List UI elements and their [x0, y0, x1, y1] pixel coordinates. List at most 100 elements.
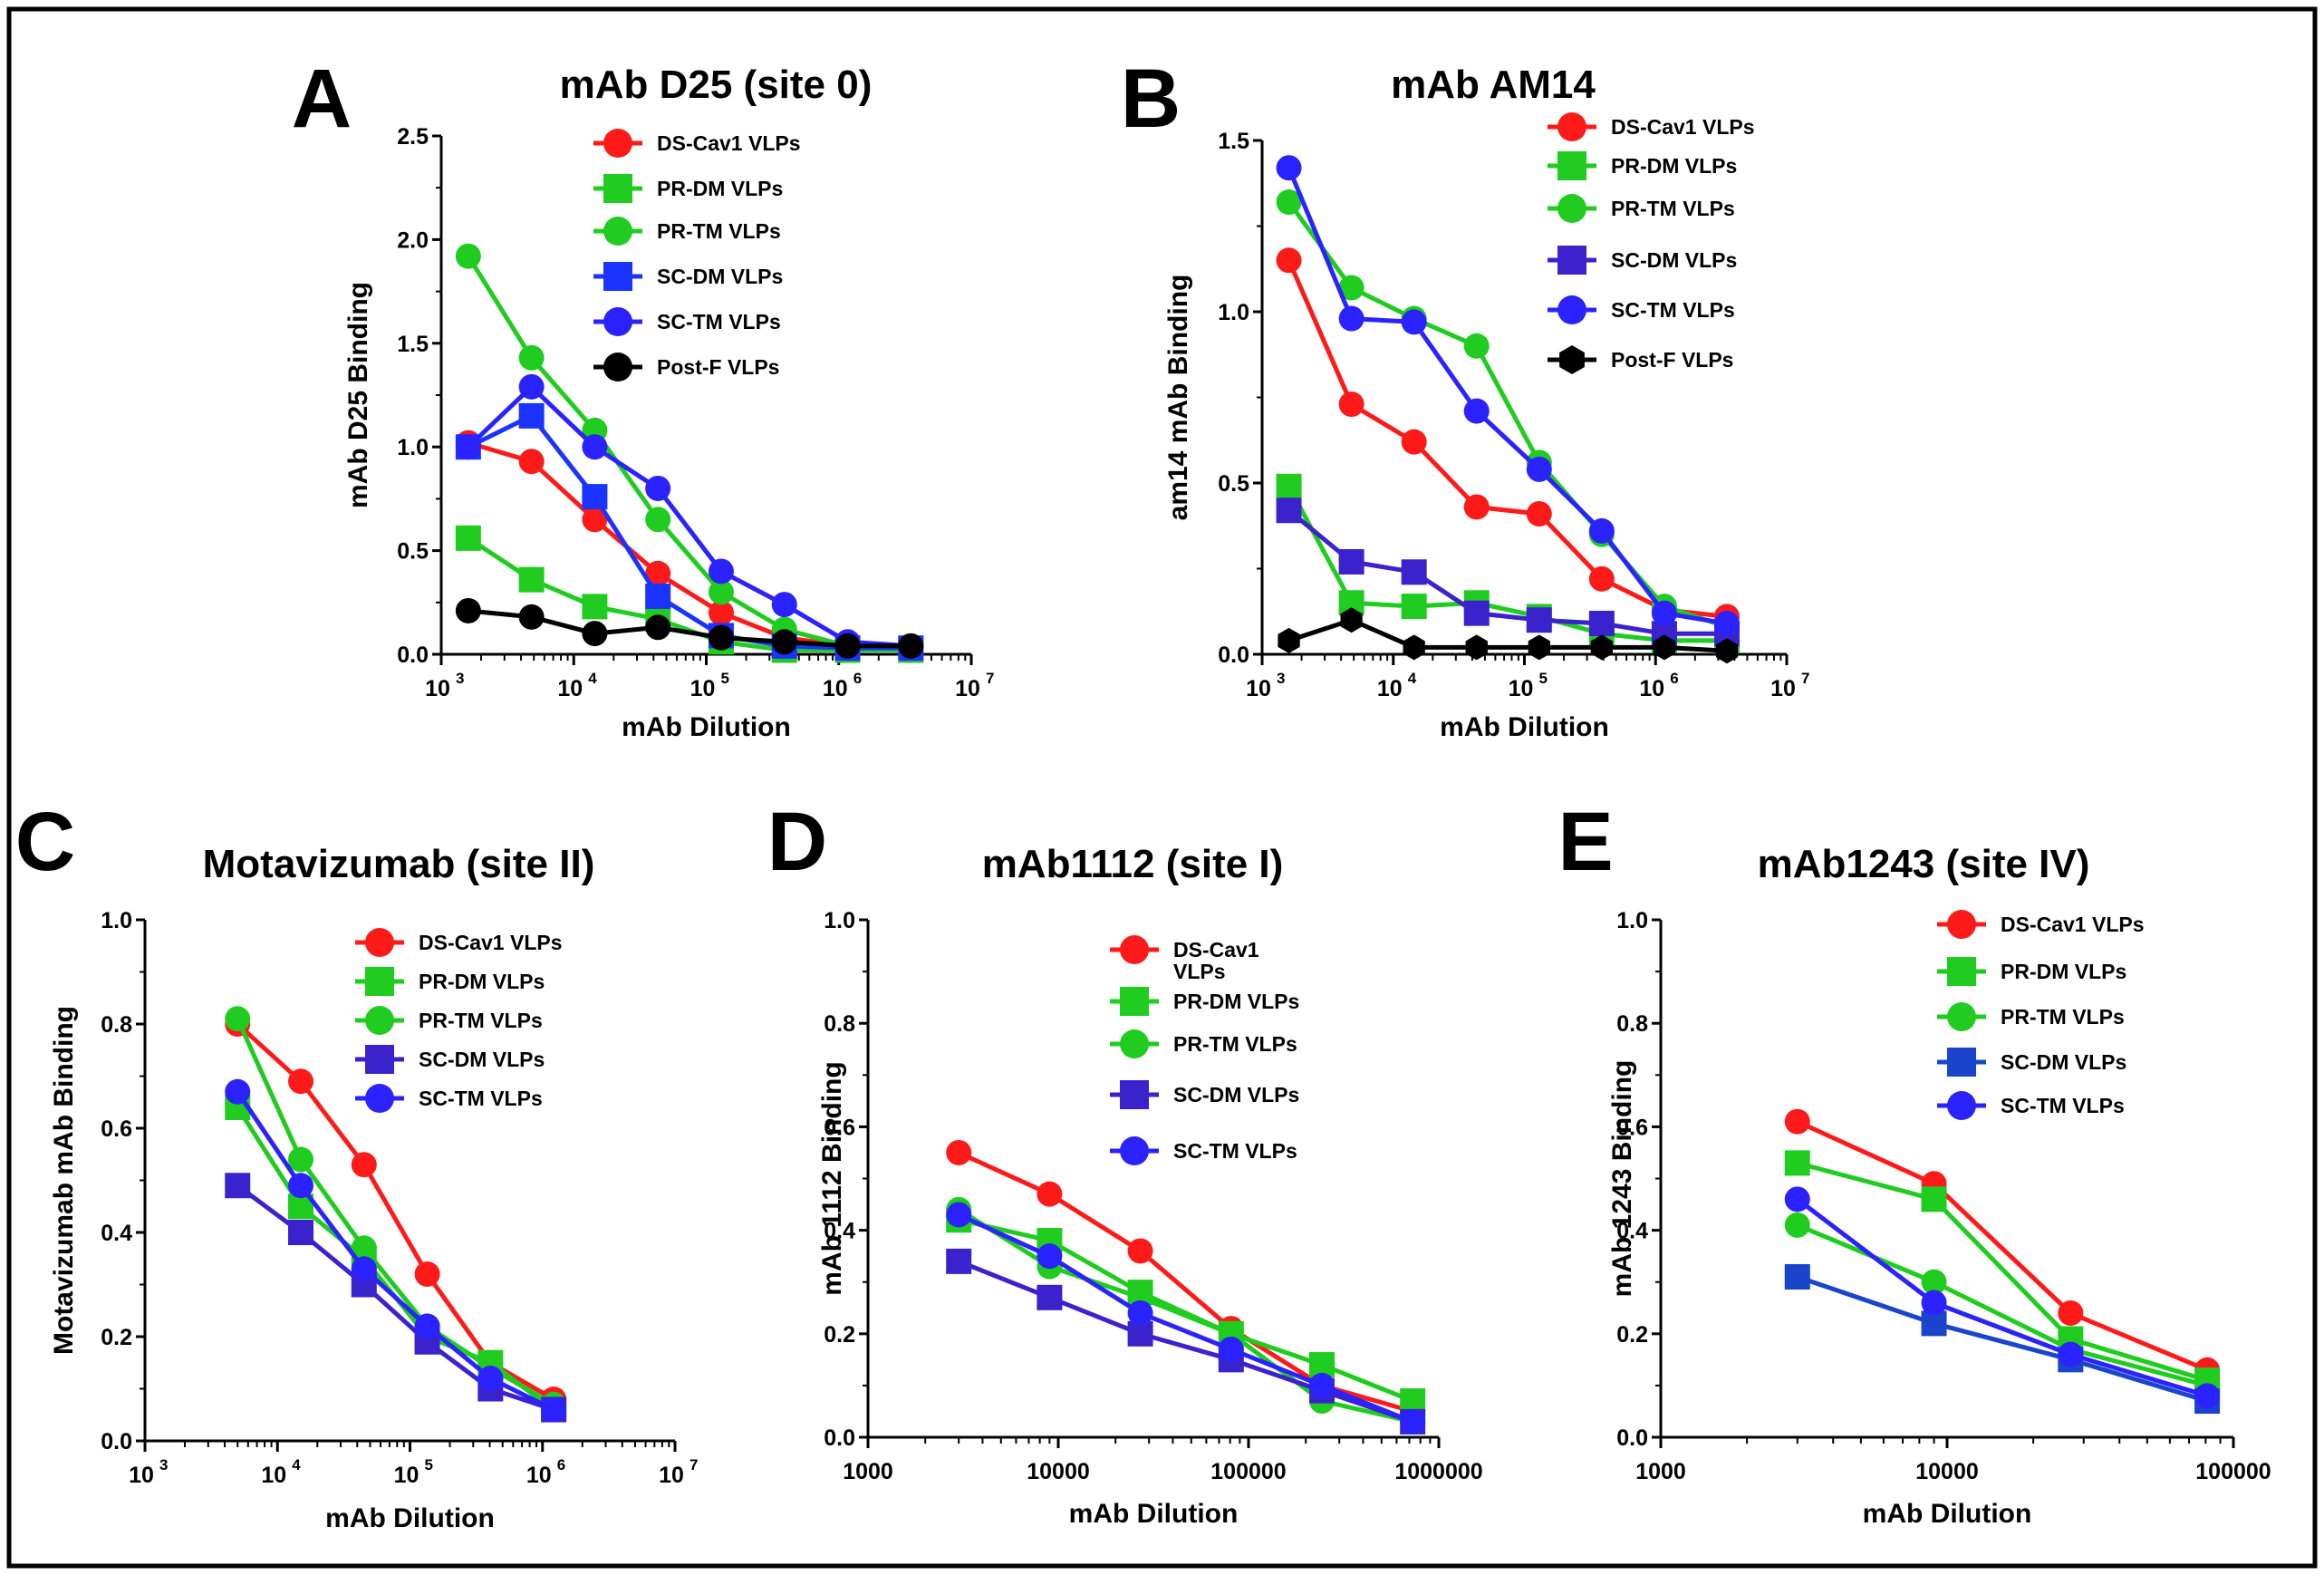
- series-line: [1796, 1119, 2209, 1373]
- data-point: [708, 579, 734, 605]
- data-point: [2058, 1300, 2084, 1326]
- x-tick-label: 10: [1509, 676, 1534, 701]
- data-point: [414, 1313, 440, 1339]
- x-axis-label: mAb Dilution: [1440, 712, 1609, 742]
- x-tick-label: 1000: [1635, 1459, 1686, 1484]
- data-point: [1401, 559, 1427, 585]
- legend-marker: [1120, 1029, 1149, 1058]
- data-point: [1715, 638, 1739, 664]
- legend-marker: [603, 307, 632, 336]
- y-axis-label: mAb 1112 Binding: [817, 1061, 847, 1295]
- legend-label: DS-Cav1 VLPs: [657, 131, 801, 155]
- legend-marker: [1557, 246, 1586, 275]
- y-tick-label: 0.2: [1616, 1322, 1648, 1348]
- panel-letter: C: [15, 796, 75, 888]
- y-axis-label: mAb D25 Binding: [343, 282, 373, 508]
- series-sc-tm-vlps: [225, 1078, 567, 1423]
- series-sc-tm-vlps: [946, 1202, 1426, 1435]
- data-point: [771, 629, 797, 655]
- data-point: [1588, 610, 1615, 636]
- data-point: [1784, 1150, 1810, 1176]
- legend-label: Post-F VLPs: [1611, 348, 1733, 372]
- series-line: [958, 1217, 1414, 1404]
- series-line: [958, 1259, 1414, 1425]
- y-tick-label: 1.5: [397, 332, 429, 357]
- data-point: [288, 1146, 314, 1173]
- data-point: [1463, 398, 1490, 424]
- data-point: [351, 1235, 377, 1261]
- legend-marker: [365, 1045, 394, 1074]
- data-point: [1308, 1372, 1335, 1398]
- x-tick-exponent: 7: [1801, 670, 1809, 687]
- x-tick-label: 10: [1377, 676, 1403, 701]
- data-point: [225, 1173, 251, 1199]
- x-tick-exponent: 7: [986, 670, 994, 687]
- legend-marker: [603, 129, 632, 158]
- data-point: [1526, 501, 1552, 527]
- data-point: [1463, 494, 1490, 520]
- x-tick-label: 10: [557, 676, 583, 701]
- series-line: [1796, 1274, 2208, 1404]
- x-tick-exponent: 5: [1539, 670, 1548, 687]
- data-point: [1588, 517, 1615, 544]
- data-point: [1784, 1263, 1810, 1290]
- series-line: [957, 1207, 1413, 1425]
- data-point: [288, 1068, 314, 1095]
- legend-entry: DS-Cav1 VLPs: [593, 129, 801, 158]
- legend-label: DS-Cav1 VLPs: [419, 931, 563, 954]
- legend-entry: PR-TM VLPs: [355, 1006, 543, 1035]
- data-point: [1401, 594, 1427, 620]
- y-tick-label: 1.0: [824, 908, 855, 933]
- x-tick-exponent: 7: [689, 1456, 698, 1474]
- data-point: [1338, 391, 1365, 418]
- y-axis-label: mAb 1243 Binding: [1607, 1060, 1637, 1298]
- series-post-f-vlps: [455, 597, 924, 659]
- series-line: [1797, 1160, 2208, 1383]
- legend-marker: [1120, 935, 1149, 964]
- legend-label: PR-DM VLPs: [419, 970, 545, 993]
- data-point: [1528, 634, 1550, 661]
- legend-entry: PR-TM VLPs: [593, 217, 781, 246]
- x-tick-exponent: 6: [853, 670, 862, 687]
- legend-marker: [1120, 987, 1149, 1016]
- data-point: [898, 633, 924, 659]
- y-tick-label: 0.8: [101, 1012, 132, 1038]
- legend-label: SC-DM VLPs: [657, 265, 783, 288]
- data-point: [771, 592, 797, 618]
- y-tick-label: 0.2: [101, 1325, 132, 1350]
- y-tick-label: 2.0: [397, 227, 429, 253]
- legend-marker: [365, 1084, 394, 1113]
- legend-label: SC-TM VLPs: [657, 310, 781, 333]
- legend-marker: [1120, 1136, 1149, 1165]
- data-point: [834, 633, 861, 659]
- x-tick-exponent: 5: [425, 1456, 433, 1474]
- legend-marker: [365, 967, 394, 996]
- legend-label: SC-DM VLPs: [1173, 1083, 1299, 1106]
- data-point: [1921, 1186, 1947, 1213]
- data-point: [351, 1152, 377, 1178]
- data-point: [645, 583, 671, 609]
- data-point: [2194, 1383, 2221, 1409]
- data-point: [1588, 565, 1615, 592]
- data-point: [1276, 498, 1302, 524]
- legend-label: SC-TM VLPs: [419, 1087, 543, 1110]
- legend-marker: [1557, 112, 1586, 141]
- y-tick-label: 0.0: [1218, 643, 1249, 668]
- legend-marker: [1947, 957, 1976, 986]
- legend-label: SC-DM VLPs: [419, 1048, 545, 1071]
- legend-entry: Post-F VLPs: [593, 353, 779, 382]
- data-point: [541, 1396, 567, 1423]
- x-tick-label: 10: [526, 1463, 552, 1488]
- chart-title: Motavizumab (site II): [203, 842, 595, 886]
- panel-letter: D: [767, 796, 827, 888]
- data-point: [1340, 607, 1363, 633]
- x-tick-exponent: 4: [292, 1456, 301, 1474]
- data-point: [1218, 1336, 1244, 1362]
- legend-entry: SC-DM VLPs: [355, 1045, 545, 1074]
- data-point: [455, 243, 481, 269]
- data-point: [1037, 1243, 1063, 1270]
- data-point: [1338, 305, 1365, 332]
- data-point: [1401, 429, 1427, 455]
- legend-marker: [1559, 345, 1585, 374]
